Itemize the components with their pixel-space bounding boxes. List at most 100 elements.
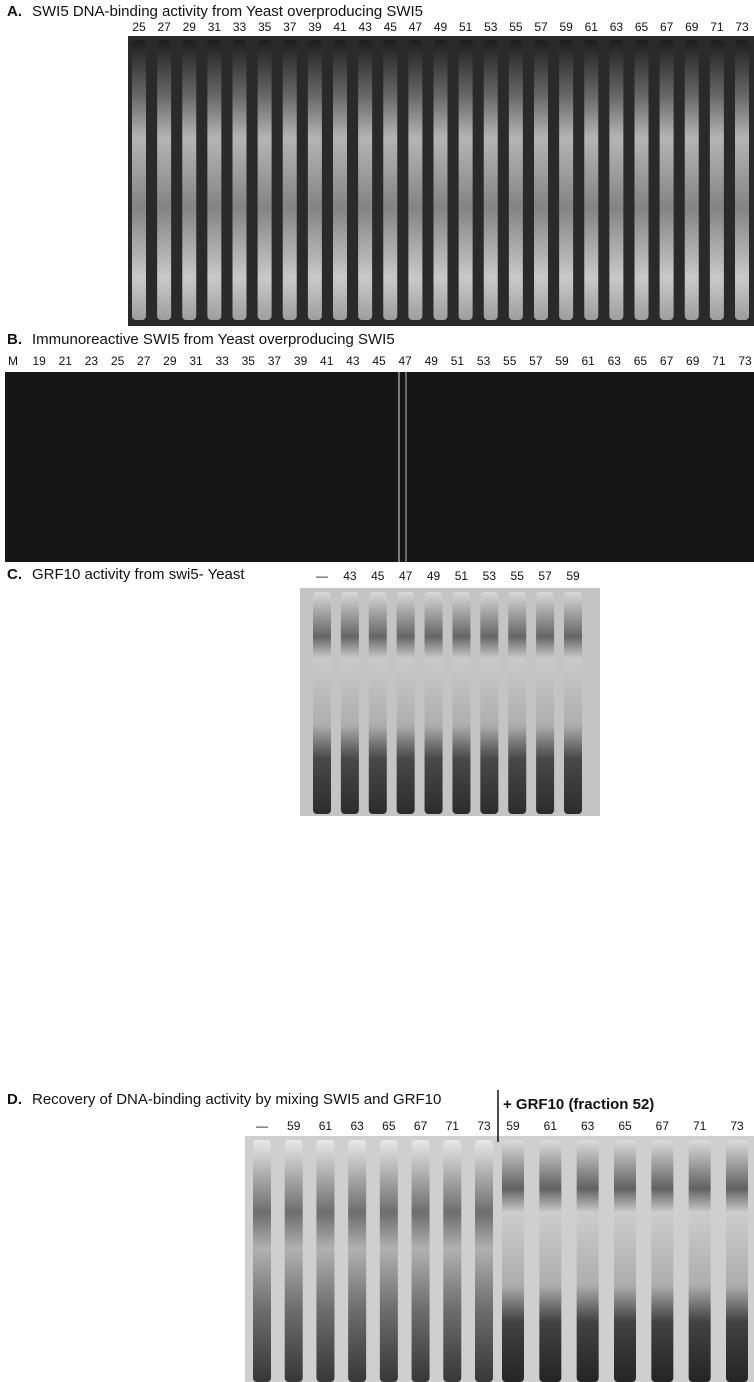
gel-lane bbox=[684, 40, 699, 320]
gel-lane bbox=[348, 1140, 367, 1382]
lane-label: 67 bbox=[414, 1119, 428, 1133]
lane-label: 25 bbox=[111, 354, 125, 368]
lane-label: 61 bbox=[544, 1119, 558, 1133]
gel-lane bbox=[508, 40, 523, 320]
gel-lane bbox=[576, 1140, 599, 1382]
gel-lane bbox=[534, 40, 548, 320]
gel-lane bbox=[475, 1140, 493, 1382]
gel-lane bbox=[609, 40, 624, 320]
gel-lane bbox=[480, 592, 499, 814]
lane-label: 59 bbox=[555, 354, 569, 368]
gel-lane bbox=[584, 40, 599, 320]
lane-label: 23 bbox=[85, 354, 99, 368]
gel-lane bbox=[688, 1140, 711, 1382]
lane-label: 31 bbox=[189, 354, 203, 368]
lane-label: 29 bbox=[183, 20, 197, 34]
lane-label: 49 bbox=[434, 20, 448, 34]
lane-label: 55 bbox=[503, 354, 517, 368]
group-label: + GRF10 (fraction 52) bbox=[503, 1096, 654, 1113]
lane-label: 67 bbox=[660, 20, 674, 34]
lane-label: 57 bbox=[529, 354, 543, 368]
lane-label: 61 bbox=[585, 20, 599, 34]
lane-label: 73 bbox=[477, 1119, 491, 1133]
gel-lane bbox=[634, 40, 649, 320]
lane-label: 19 bbox=[32, 354, 46, 368]
lane-label: 57 bbox=[538, 569, 552, 583]
lane-label: 49 bbox=[427, 569, 441, 583]
gel-lane bbox=[284, 1140, 303, 1382]
lane-label: 47 bbox=[399, 569, 413, 583]
lane-label: 39 bbox=[294, 354, 308, 368]
lane-label: 59 bbox=[566, 569, 580, 583]
panel-title: SWI5 DNA-binding activity from Yeast ove… bbox=[32, 3, 423, 20]
gel-lane bbox=[539, 1140, 562, 1382]
gel-lane bbox=[536, 592, 555, 814]
gel-lane bbox=[316, 1140, 335, 1382]
lane-label: 37 bbox=[268, 354, 282, 368]
gel-lane bbox=[132, 40, 146, 320]
gel-lane bbox=[559, 40, 574, 320]
gel-lane bbox=[396, 592, 415, 814]
panel-label: B. bbox=[7, 331, 22, 348]
gel-lane bbox=[257, 40, 272, 320]
lane-label: 59 bbox=[559, 20, 573, 34]
lane-label: 65 bbox=[634, 354, 648, 368]
lane-label: 45 bbox=[384, 20, 398, 34]
gel-lane bbox=[368, 592, 387, 814]
lane-label: 49 bbox=[425, 354, 439, 368]
lane-label: 59 bbox=[506, 1119, 520, 1133]
gel-lane bbox=[424, 592, 443, 814]
lane-label: 27 bbox=[157, 20, 171, 34]
lane-label: 43 bbox=[343, 569, 357, 583]
lane-label: 55 bbox=[509, 20, 523, 34]
gel-lane bbox=[614, 1140, 636, 1382]
panel-label: A. bbox=[7, 3, 22, 20]
lane-label: 71 bbox=[693, 1119, 707, 1133]
lane-label: 69 bbox=[685, 20, 699, 34]
gel-lane bbox=[182, 40, 197, 320]
lane-label: 43 bbox=[358, 20, 372, 34]
lane-label: 33 bbox=[233, 20, 247, 34]
lane-label: 41 bbox=[333, 20, 347, 34]
gel-lane bbox=[502, 1140, 524, 1382]
gel-lane bbox=[483, 40, 498, 320]
lane-label: 43 bbox=[346, 354, 360, 368]
gel-lane bbox=[232, 40, 247, 320]
lane-label: 63 bbox=[581, 1119, 595, 1133]
lane-label: 47 bbox=[398, 354, 412, 368]
lane-label: 35 bbox=[258, 20, 272, 34]
gel-lane bbox=[411, 1140, 430, 1382]
lane-label: 71 bbox=[712, 354, 726, 368]
gel-lane bbox=[383, 40, 398, 320]
lane-label: 55 bbox=[511, 569, 525, 583]
lane-label: 39 bbox=[308, 20, 322, 34]
gel-lane bbox=[452, 592, 471, 814]
gel-lane bbox=[508, 592, 527, 814]
lane-label: 31 bbox=[208, 20, 222, 34]
lane-label: 63 bbox=[610, 20, 624, 34]
lane-label: 61 bbox=[319, 1119, 333, 1133]
gel-lane bbox=[408, 40, 423, 320]
gel-lane bbox=[651, 1140, 674, 1382]
panel-label: C. bbox=[7, 566, 22, 583]
lane-label: 41 bbox=[320, 354, 334, 368]
lane-label: 57 bbox=[534, 20, 548, 34]
lane-label: 67 bbox=[660, 354, 674, 368]
lane-label: 73 bbox=[738, 354, 752, 368]
gel-lane bbox=[358, 40, 373, 320]
panel-label: D. bbox=[7, 1091, 22, 1108]
panel-title: Immunoreactive SWI5 from Yeast overprodu… bbox=[32, 331, 395, 348]
gel-lane bbox=[433, 40, 448, 320]
lane-label: 63 bbox=[608, 354, 622, 368]
lane-label: 33 bbox=[215, 354, 229, 368]
lane-label: 29 bbox=[163, 354, 177, 368]
gel-lane bbox=[207, 40, 222, 320]
lane-label: 25 bbox=[132, 20, 146, 34]
lane-label: 35 bbox=[242, 354, 256, 368]
gel-lane bbox=[307, 40, 322, 320]
lane-label: 73 bbox=[735, 20, 749, 34]
gel-lane bbox=[443, 1140, 462, 1382]
lane-label: 67 bbox=[656, 1119, 670, 1133]
panel-title: Recovery of DNA-binding activity by mixi… bbox=[32, 1091, 441, 1108]
lane-label: M bbox=[8, 354, 18, 368]
